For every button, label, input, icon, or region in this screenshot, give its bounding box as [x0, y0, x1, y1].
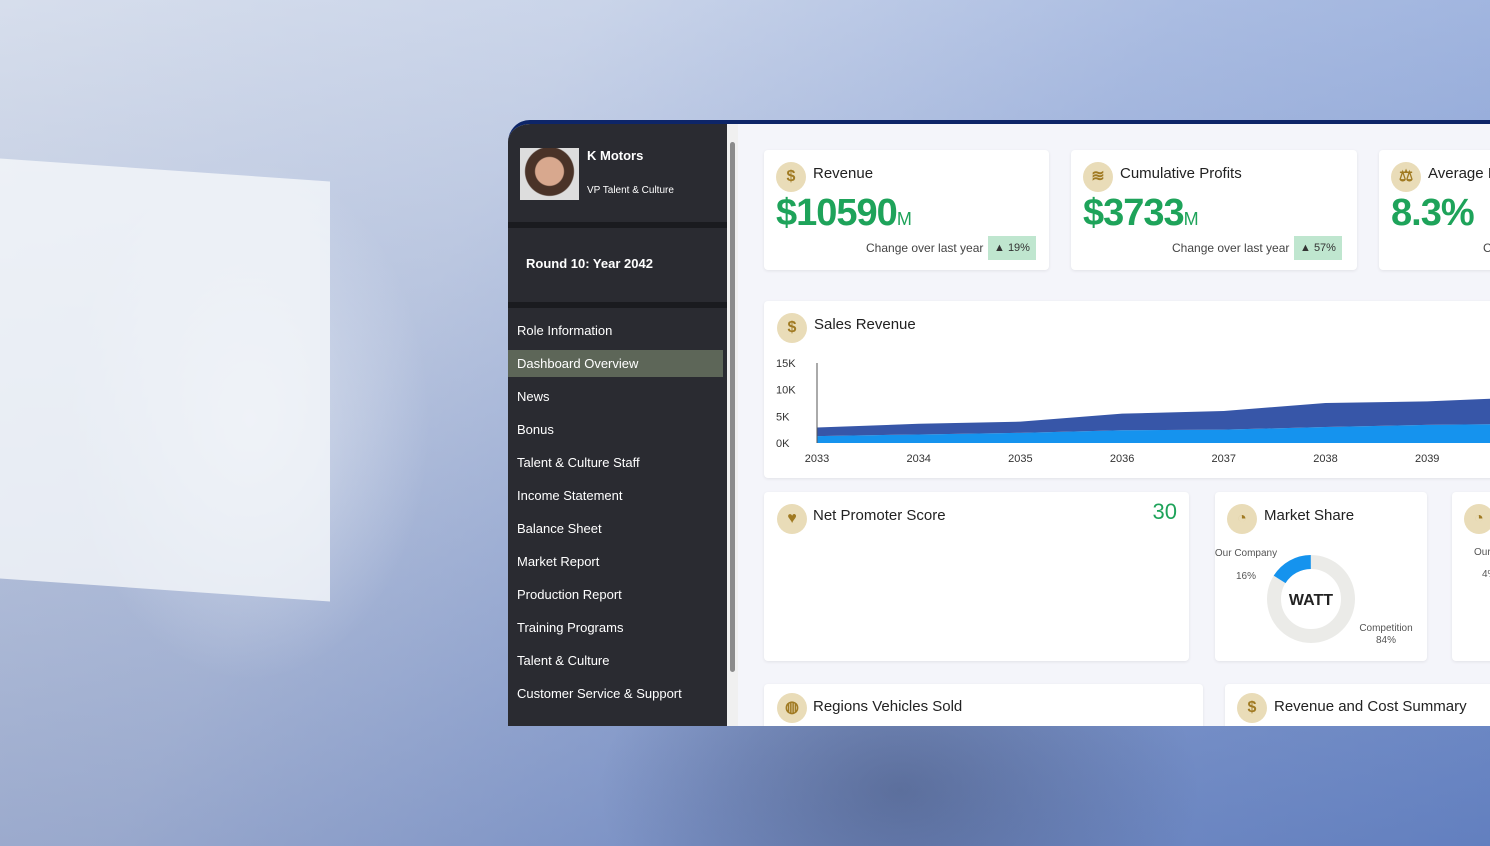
kpi-value: 8.3%: [1391, 192, 1475, 234]
sidebar-item-bonus[interactable]: Bonus: [517, 422, 554, 437]
change-badge: ▲ 57%: [1294, 236, 1342, 260]
sidebar-item-talent-culture-staff[interactable]: Talent & Culture Staff: [517, 455, 640, 470]
pie-chart-icon: ◔: [1464, 504, 1490, 534]
divider: [508, 222, 727, 228]
sidebar-item-market-report[interactable]: Market Report: [517, 554, 600, 569]
kpi-value: $3733M: [1083, 192, 1199, 234]
money-search-icon: $: [1237, 693, 1267, 723]
user-heart-icon: ♥: [777, 504, 807, 534]
x-tick-label: 2033: [805, 453, 829, 465]
nps-card: ♥ Net Promoter Score 30 0204020332034203…: [764, 492, 1189, 661]
card-title: Regions Vehicles Sold: [813, 698, 963, 715]
nps-chart: 0204020332034203520362037203820392040204…: [764, 492, 1189, 661]
y-tick-label: 5K: [776, 411, 790, 423]
area-series-2: [817, 398, 1490, 437]
kpi-value: $10590M: [776, 192, 912, 234]
label: 16%: [1236, 571, 1256, 582]
card-title: Net Promoter Score: [813, 507, 946, 524]
change-badge: ▲ 19%: [988, 236, 1036, 260]
market-share-card: ◔ Market Share WATT Our Company 16% Comp…: [1215, 492, 1427, 661]
company-name: K Motors: [587, 148, 644, 163]
y-tick-label: 0K: [776, 438, 790, 450]
x-tick-label: 2034: [906, 453, 930, 465]
sidebar-item-news[interactable]: News: [517, 389, 550, 404]
revenue-cost-card: $ Revenue and Cost Summary: [1225, 684, 1490, 726]
change-label: Change over last year: [1172, 241, 1290, 255]
kpi-title: Average I: [1428, 165, 1490, 182]
money-bag-icon: $: [776, 162, 806, 192]
donut-competition: [1267, 555, 1355, 643]
sidebar-item-income-statement[interactable]: Income Statement: [517, 488, 623, 503]
sidebar-item-training-programs[interactable]: Training Programs: [517, 620, 624, 635]
avatar: [520, 148, 579, 200]
scrollbar-thumb[interactable]: [730, 142, 735, 672]
scale-icon: ⚖: [1391, 162, 1421, 192]
x-tick-label: 2038: [1313, 453, 1337, 465]
hand-money-icon: $: [777, 313, 807, 343]
x-tick-label: 2037: [1212, 453, 1236, 465]
x-tick-label: 2039: [1415, 453, 1439, 465]
area-series-1: [817, 424, 1490, 443]
divider: [508, 302, 727, 308]
sales-revenue-chart: 0K 5K 10K 15K 2033 2034 2035 2036 2037 2038 2039: [776, 358, 1490, 465]
y-tick-label: 10K: [776, 385, 796, 397]
card-title: Revenue and Cost Summary: [1274, 698, 1467, 715]
sales-revenue-card: $ Sales Revenue 0K 5K 10K 15K 2033 2034 2035 20…: [764, 301, 1490, 478]
sidebar: K Motors VP Talent & Culture Round 10: Y…: [508, 124, 727, 726]
sidebar-item-dashboard-overview[interactable]: Dashboard Overview: [508, 350, 723, 377]
sidebar-nav: Role Information Dashboard Overview News Bo…: [508, 314, 727, 710]
kpi-title: Cumulative Profits: [1120, 165, 1242, 182]
y-tick-label: 15K: [776, 358, 796, 370]
kpi-card-average: ⚖ Average I 8.3% Ch: [1379, 150, 1490, 270]
pie-chart-icon: ◔: [1227, 504, 1257, 534]
sidebar-item-talent-culture[interactable]: Talent & Culture: [517, 653, 610, 668]
app-window: K Motors VP Talent & Culture Round 10: Y…: [508, 120, 1490, 726]
kpi-card-revenue: $ Revenue $10590M Change over last year …: [764, 150, 1049, 270]
x-tick-label: 2035: [1008, 453, 1032, 465]
donut-center-label: WATT: [1289, 592, 1333, 609]
regions-card: ◍ Regions Vehicles Sold: [764, 684, 1203, 726]
nps-score: 30: [1152, 499, 1177, 524]
whiteboard: [0, 158, 330, 602]
x-tick-label: 2036: [1110, 453, 1134, 465]
change-label: Change over last year: [866, 241, 984, 255]
market-share-donut: WATT Our Company 16% Competition 84%: [1215, 548, 1413, 646]
kpi-card-profits: ≋ Cumulative Profits $3733M Change over …: [1071, 150, 1357, 270]
label: 84%: [1376, 635, 1396, 646]
market-share-card-2: ◔ Our Comp 4%: [1452, 492, 1490, 661]
label: Our Company: [1215, 548, 1277, 559]
scrollbar[interactable]: [727, 124, 738, 726]
globe-icon: ◍: [777, 693, 807, 723]
label: 4%: [1482, 569, 1490, 580]
role-title: VP Talent & Culture: [587, 185, 674, 196]
label: Our Comp: [1474, 547, 1490, 558]
sidebar-item-role-information[interactable]: Role Information: [517, 323, 613, 338]
card-title: Market Share: [1264, 507, 1355, 524]
sidebar-item-balance-sheet[interactable]: Balance Sheet: [517, 521, 602, 536]
card-title: Sales Revenue: [814, 316, 916, 333]
sidebar-item-production-report[interactable]: Production Report: [517, 587, 622, 602]
label: Competition: [1359, 623, 1412, 634]
round-label: Round 10: Year 2042: [526, 256, 653, 271]
sidebar-item-customer-service-support[interactable]: Customer Service & Support: [517, 686, 682, 701]
change-label: Ch: [1483, 241, 1490, 255]
kpi-title: Revenue: [813, 165, 874, 182]
coins-icon: ≋: [1083, 162, 1113, 192]
